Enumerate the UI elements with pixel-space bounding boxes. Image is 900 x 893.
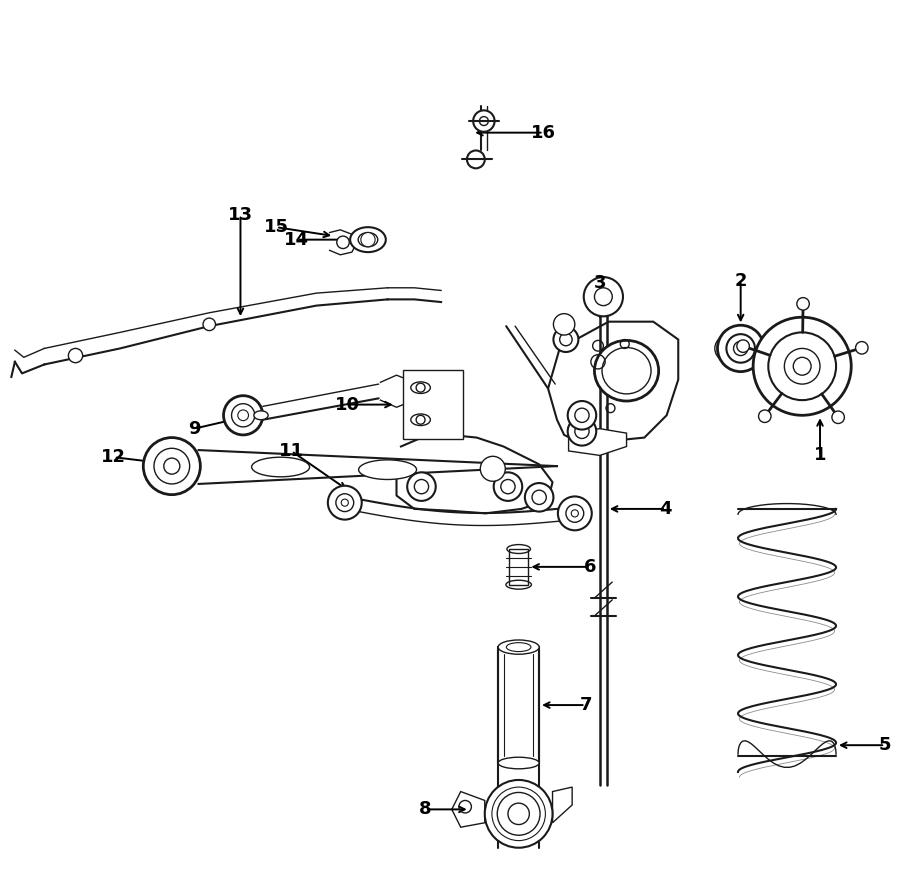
Circle shape (568, 401, 596, 430)
Circle shape (575, 424, 590, 438)
Circle shape (480, 117, 489, 126)
Circle shape (416, 383, 425, 392)
Text: 5: 5 (879, 736, 891, 755)
Circle shape (525, 483, 554, 512)
Circle shape (793, 357, 811, 375)
Ellipse shape (358, 232, 378, 246)
Circle shape (558, 497, 592, 530)
Circle shape (508, 803, 529, 824)
Circle shape (498, 792, 540, 835)
Circle shape (467, 151, 485, 168)
Circle shape (336, 494, 354, 512)
Ellipse shape (498, 640, 539, 655)
Ellipse shape (594, 340, 659, 401)
Text: 10: 10 (335, 396, 360, 413)
Circle shape (481, 456, 505, 481)
Text: 1: 1 (814, 446, 826, 464)
Circle shape (572, 510, 579, 517)
Circle shape (575, 408, 590, 422)
Circle shape (407, 472, 436, 501)
Circle shape (341, 499, 348, 506)
Circle shape (473, 111, 495, 132)
Text: 2: 2 (734, 271, 747, 289)
Circle shape (734, 341, 748, 355)
Circle shape (560, 333, 572, 346)
Ellipse shape (507, 643, 531, 652)
Bar (498, 647, 539, 763)
Text: 4: 4 (660, 500, 672, 518)
Circle shape (485, 780, 553, 847)
Text: 9: 9 (188, 420, 201, 438)
Circle shape (785, 348, 820, 384)
Circle shape (361, 232, 375, 246)
Circle shape (143, 438, 201, 495)
Ellipse shape (410, 382, 430, 394)
Ellipse shape (254, 411, 268, 420)
Circle shape (832, 411, 844, 423)
Circle shape (568, 417, 596, 446)
Circle shape (494, 472, 522, 501)
Text: 11: 11 (279, 442, 304, 460)
Ellipse shape (252, 457, 310, 477)
Circle shape (238, 410, 248, 421)
Circle shape (584, 277, 623, 316)
Circle shape (164, 458, 180, 474)
Ellipse shape (715, 330, 767, 366)
Circle shape (416, 415, 425, 424)
Ellipse shape (358, 460, 417, 480)
Text: 3: 3 (593, 274, 606, 292)
Circle shape (796, 297, 809, 310)
Circle shape (737, 340, 750, 353)
Polygon shape (553, 787, 572, 822)
Circle shape (594, 288, 612, 305)
Circle shape (856, 341, 868, 354)
Circle shape (717, 325, 764, 371)
Circle shape (554, 313, 575, 335)
Circle shape (231, 404, 255, 427)
Circle shape (554, 327, 579, 352)
Text: 12: 12 (102, 448, 126, 466)
Text: 14: 14 (284, 230, 309, 248)
Bar (402, 370, 464, 439)
Circle shape (68, 348, 83, 363)
Circle shape (753, 317, 851, 415)
Bar (508, 549, 528, 585)
Polygon shape (548, 321, 679, 444)
Text: 7: 7 (580, 696, 592, 714)
Circle shape (566, 505, 584, 522)
Text: 6: 6 (584, 558, 596, 576)
Circle shape (337, 236, 349, 248)
Ellipse shape (498, 757, 539, 769)
Text: 13: 13 (228, 205, 253, 223)
Circle shape (223, 396, 263, 435)
Ellipse shape (350, 227, 386, 252)
Circle shape (500, 480, 515, 494)
Text: 15: 15 (264, 218, 289, 236)
Polygon shape (569, 429, 626, 455)
Text: 16: 16 (531, 123, 556, 142)
Circle shape (203, 318, 215, 330)
Circle shape (328, 486, 362, 520)
Circle shape (414, 480, 428, 494)
Circle shape (726, 334, 755, 363)
Circle shape (154, 448, 190, 484)
Ellipse shape (410, 414, 430, 426)
Circle shape (532, 490, 546, 505)
Polygon shape (452, 791, 485, 827)
Circle shape (759, 410, 771, 422)
Text: 8: 8 (418, 800, 431, 818)
Circle shape (769, 332, 836, 400)
